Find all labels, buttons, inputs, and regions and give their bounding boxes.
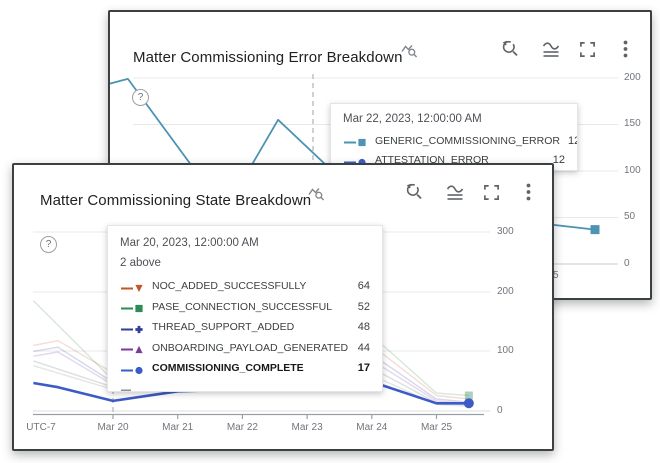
y-tick-label: 100 — [624, 165, 641, 176]
fullscreen-button[interactable] — [480, 181, 502, 203]
x-tick-label: Mar 25 — [420, 422, 453, 433]
help-icon[interactable]: ? — [132, 89, 149, 106]
series-label: COMMISSIONING_COMPLETE — [152, 362, 304, 375]
series-value: 12 — [552, 154, 565, 167]
panel-title-error-breakdown: Matter Commissioning Error Breakdown — [133, 49, 403, 67]
series-value: 64 — [357, 280, 370, 293]
series-swatch — [120, 281, 146, 292]
series-label: THREAD_SUPPORT_ADDED — [152, 321, 295, 334]
series-end-marker-circle — [135, 366, 143, 374]
series-swatch — [343, 135, 369, 147]
tooltip-series-row-highlighted: COMMISSIONING_COMPLETE 17 — [120, 358, 370, 379]
series-end-marker-square — [135, 305, 143, 313]
tooltip-timestamp: Mar 22, 2023, 12:00:00 AM — [343, 113, 482, 125]
series-swatch — [120, 363, 146, 374]
tooltip-overflow-note: 2 above — [120, 257, 161, 269]
series-swatch — [120, 301, 146, 313]
series-swatch — [120, 322, 146, 333]
chart-style-button[interactable] — [444, 181, 466, 203]
x-tick-label: UTC-7 — [26, 422, 56, 433]
series-value: 17 — [357, 362, 370, 375]
x-tick-label: Mar 22 — [226, 422, 258, 433]
series-end-marker-triangle-up — [135, 346, 143, 354]
tooltip-series-row-clipped — [120, 379, 370, 391]
y-tick-label: 0 — [624, 258, 630, 269]
series-end-marker-square — [358, 139, 366, 147]
reset-zoom-button[interactable] — [498, 38, 520, 60]
series-value: 52 — [357, 300, 370, 313]
series-label: GENERIC_COMMISSIONING_ERROR — [375, 134, 560, 147]
y-tick-label: 200 — [624, 72, 641, 83]
tooltip-series-row: NOC_ADDED_SUCCESSFULLY 64 — [120, 276, 370, 297]
series-end-marker-circle — [463, 398, 474, 409]
y-tick-label: 0 — [497, 405, 503, 416]
series-value: 44 — [357, 341, 370, 354]
x-tick-label: Mar 21 — [162, 422, 194, 433]
series-label: PASE_CONNECTION_SUCCESSFUL — [152, 300, 333, 313]
explore-chart-icon[interactable] — [305, 182, 327, 204]
y-tick-label: 150 — [624, 118, 641, 129]
x-tick-label-partial: 5 — [553, 270, 559, 281]
series-end-marker-plus — [135, 325, 143, 333]
fullscreen-button[interactable] — [576, 38, 598, 60]
series-end-marker-square — [464, 391, 473, 400]
chart-tooltip-state: Mar 20, 2023, 12:00:00 AM 2 above NOC_AD… — [107, 225, 383, 392]
y-tick-label: 50 — [624, 211, 636, 222]
series-label: NOC_ADDED_SUCCESSFULLY — [152, 280, 307, 293]
series-value: 48 — [357, 321, 370, 334]
tooltip-series-row: ONBOARDING_PAYLOAD_GENERATED 44 — [120, 338, 370, 359]
series-end-marker-square — [590, 225, 600, 235]
series-swatch — [120, 342, 146, 354]
y-tick-label: 100 — [497, 345, 514, 356]
tooltip-series-row: PASE_CONNECTION_SUCCESSFUL 52 — [120, 297, 370, 318]
help-icon[interactable]: ? — [40, 236, 57, 253]
more-options-button[interactable] — [517, 181, 539, 203]
panel-title-state-breakdown: Matter Commissioning State Breakdown — [40, 192, 312, 210]
series-label: ONBOARDING_PAYLOAD_GENERATED — [152, 341, 349, 354]
tooltip-series-row: GENERIC_COMMISSIONING_ERROR 125 — [343, 131, 577, 151]
more-options-button[interactable] — [614, 38, 636, 60]
series-value: 125 — [567, 134, 577, 147]
x-axis — [33, 413, 484, 419]
panel-state-breakdown: Matter Commissioning State Breakdown — [12, 163, 554, 451]
series-end-marker-triangle-down — [135, 284, 143, 292]
reset-zoom-button[interactable] — [402, 181, 424, 203]
x-tick-label: Mar 20 — [97, 422, 129, 433]
explore-chart-icon[interactable] — [398, 39, 420, 61]
x-tick-label: Mar 24 — [356, 422, 388, 433]
chart-tooltip-error: Mar 22, 2023, 12:00:00 AM GENERIC_COMMIS… — [330, 103, 578, 171]
series-swatch — [120, 383, 146, 391]
y-tick-label: 300 — [497, 226, 514, 237]
tooltip-series-row: THREAD_SUPPORT_ADDED 48 — [120, 317, 370, 338]
x-tick-label: Mar 23 — [291, 422, 323, 433]
tooltip-timestamp: Mar 20, 2023, 12:00:00 AM — [120, 237, 259, 249]
y-tick-label: 200 — [497, 286, 514, 297]
chart-style-button[interactable] — [540, 38, 562, 60]
